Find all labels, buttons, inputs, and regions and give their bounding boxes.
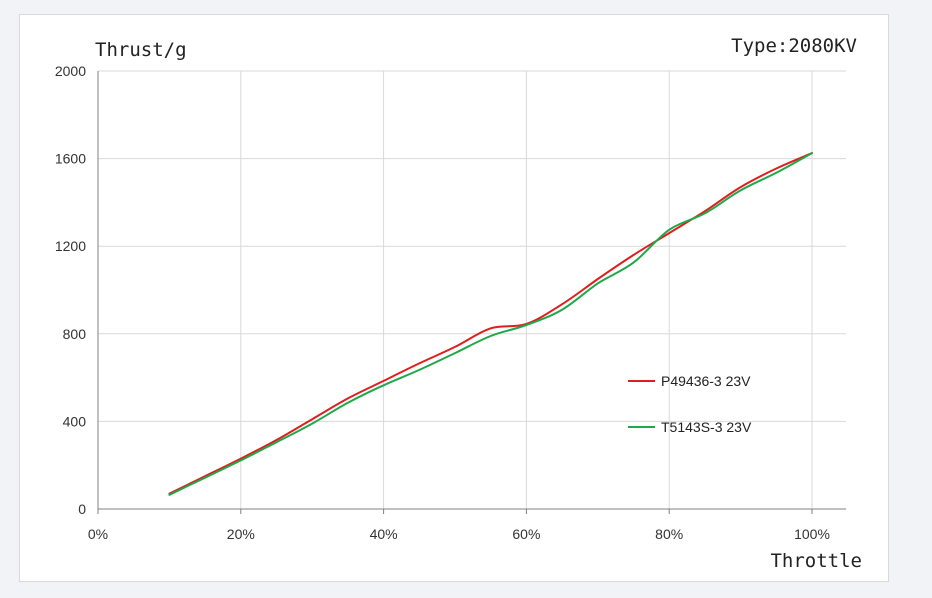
- chart-panel: [19, 14, 889, 582]
- x-tick-label: 40%: [370, 526, 398, 542]
- legend-label: T5143S-3 23V: [661, 419, 752, 435]
- type-annotation: Type:2080KV: [731, 35, 857, 57]
- tick-labels: 0 400 800 1200 1600 2000 0% 20% 40% 60% 80% 100%: [55, 63, 830, 542]
- x-tick-label: 0%: [88, 526, 108, 542]
- x-axis-label: Throttle: [770, 550, 862, 572]
- legend: P49436-3 23V T5143S-3 23V: [628, 373, 752, 435]
- legend-label: P49436-3 23V: [661, 373, 751, 389]
- y-tick-label: 800: [63, 326, 87, 342]
- grid-lines: [98, 70, 846, 509]
- x-tick-label: 80%: [655, 526, 683, 542]
- series-lines: [168, 152, 813, 496]
- x-tick-label: 60%: [512, 526, 540, 542]
- y-tick-label: 2000: [55, 63, 86, 79]
- y-tick-label: 1200: [55, 238, 86, 254]
- y-tick-label: 0: [78, 501, 86, 517]
- series-line-2: [168, 152, 813, 496]
- series-line-1: [168, 152, 813, 495]
- y-tick-label: 1600: [55, 151, 86, 167]
- y-axis-label: Thrust/g: [95, 39, 187, 61]
- y-tick-label: 400: [63, 413, 87, 429]
- axes: [97, 71, 846, 514]
- x-tick-label: 100%: [794, 526, 830, 542]
- x-tick-label: 20%: [227, 526, 255, 542]
